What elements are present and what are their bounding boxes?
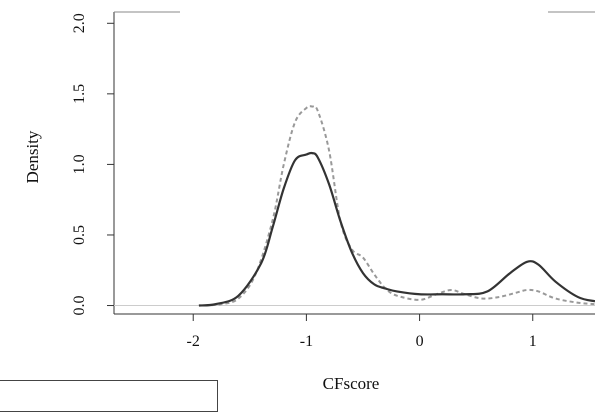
y-axis-title: Density: [23, 130, 42, 183]
density-chart: -2 -1 0 1 0.0 0.5 1.0 1.5 2.0 CFscore Density: [23, 11, 595, 393]
y-tick-label: 2.0: [71, 13, 88, 33]
plot-frame: [113, 11, 595, 315]
series-layer: [198, 105, 595, 307]
solid-density-line: [198, 151, 595, 307]
y-tick-label: 0.0: [71, 296, 88, 316]
x-tick-label: 0: [416, 333, 424, 350]
y-axis: 0.0 0.5 1.0 1.5 2.0: [71, 13, 114, 316]
y-tick-label: 1.0: [71, 154, 88, 174]
x-tick-label: 1: [529, 333, 537, 350]
y-tick-label: 0.5: [71, 225, 88, 245]
x-tick-label: -2: [187, 333, 200, 350]
x-axis-title: CFscore: [323, 374, 380, 393]
x-axis: -2 -1 0 1: [187, 314, 537, 350]
x-tick-label: -1: [300, 333, 313, 350]
y-tick-label: 1.5: [71, 84, 88, 104]
dashed-density-line: [204, 105, 595, 307]
legend-box: [0, 380, 218, 412]
